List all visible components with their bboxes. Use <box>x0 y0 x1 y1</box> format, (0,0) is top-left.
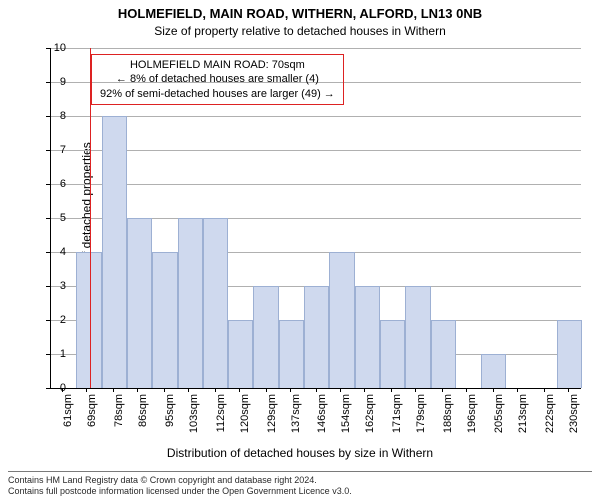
x-tick-label: 86sqm <box>137 394 149 444</box>
x-tick-label: 213sqm <box>517 394 529 444</box>
histogram-bar <box>102 116 127 388</box>
histogram-bar <box>304 286 329 388</box>
x-tick-mark <box>188 388 189 392</box>
x-tick-mark <box>239 388 240 392</box>
annotation-box: HOLMEFIELD MAIN ROAD: 70sqm ← 8% of deta… <box>91 54 344 105</box>
property-size-histogram: HOLMEFIELD, MAIN ROAD, WITHERN, ALFORD, … <box>0 0 600 500</box>
histogram-bar <box>152 252 177 388</box>
footer-line-2: Contains full postcode information licen… <box>8 486 592 497</box>
x-tick-label: 222sqm <box>544 394 556 444</box>
x-tick-mark <box>517 388 518 392</box>
footer-attribution: Contains HM Land Registry data © Crown c… <box>8 471 592 498</box>
y-tick-mark <box>46 252 50 253</box>
x-tick-mark <box>290 388 291 392</box>
x-tick-label: 146sqm <box>316 394 328 444</box>
x-tick-label: 69sqm <box>86 394 98 444</box>
x-tick-mark <box>137 388 138 392</box>
annotation-line-2: ← 8% of detached houses are smaller (4) <box>100 72 335 86</box>
x-tick-label: 196sqm <box>466 394 478 444</box>
x-tick-mark <box>86 388 87 392</box>
x-tick-label: 188sqm <box>442 394 454 444</box>
gridline <box>51 184 581 185</box>
x-tick-mark <box>62 388 63 392</box>
y-tick-mark <box>46 184 50 185</box>
histogram-bar <box>557 320 582 388</box>
x-tick-label: 137sqm <box>290 394 302 444</box>
y-tick-mark <box>46 48 50 49</box>
x-tick-label: 103sqm <box>188 394 200 444</box>
histogram-bar <box>253 286 278 388</box>
gridline <box>51 48 581 49</box>
plot-area: HOLMEFIELD MAIN ROAD: 70sqm ← 8% of deta… <box>50 48 581 389</box>
x-tick-mark <box>215 388 216 392</box>
histogram-bar <box>203 218 228 388</box>
histogram-bar <box>481 354 506 388</box>
y-tick-mark <box>46 354 50 355</box>
chart-title-main: HOLMEFIELD, MAIN ROAD, WITHERN, ALFORD, … <box>0 6 600 21</box>
annotation-line-1: HOLMEFIELD MAIN ROAD: 70sqm <box>100 58 335 72</box>
y-tick-mark <box>46 320 50 321</box>
histogram-bar <box>228 320 253 388</box>
x-tick-label: 171sqm <box>391 394 403 444</box>
x-axis-label: Distribution of detached houses by size … <box>0 446 600 460</box>
x-tick-label: 61sqm <box>62 394 74 444</box>
x-tick-label: 205sqm <box>493 394 505 444</box>
annotation-line-3: 92% of semi-detached houses are larger (… <box>100 87 335 101</box>
x-tick-label: 162sqm <box>364 394 376 444</box>
histogram-bar <box>355 286 380 388</box>
x-tick-mark <box>364 388 365 392</box>
histogram-bar <box>329 252 354 388</box>
y-tick-mark <box>46 286 50 287</box>
histogram-bar <box>405 286 430 388</box>
x-tick-label: 154sqm <box>340 394 352 444</box>
histogram-bar <box>279 320 304 388</box>
x-tick-mark <box>493 388 494 392</box>
x-tick-mark <box>391 388 392 392</box>
x-tick-mark <box>544 388 545 392</box>
histogram-bar <box>127 218 152 388</box>
y-tick-mark <box>46 218 50 219</box>
x-tick-mark <box>316 388 317 392</box>
y-tick-mark <box>46 388 50 389</box>
y-tick-mark <box>46 150 50 151</box>
x-tick-label: 230sqm <box>568 394 580 444</box>
x-tick-label: 120sqm <box>239 394 251 444</box>
x-tick-mark <box>164 388 165 392</box>
histogram-bar <box>178 218 203 388</box>
chart-title-sub: Size of property relative to detached ho… <box>0 24 600 38</box>
x-tick-label: 179sqm <box>415 394 427 444</box>
histogram-bar <box>380 320 405 388</box>
x-tick-mark <box>568 388 569 392</box>
histogram-bar <box>431 320 456 388</box>
x-tick-mark <box>340 388 341 392</box>
y-tick-mark <box>46 116 50 117</box>
x-tick-label: 95sqm <box>164 394 176 444</box>
gridline <box>51 150 581 151</box>
x-tick-mark <box>415 388 416 392</box>
x-tick-mark <box>266 388 267 392</box>
y-tick-mark <box>46 82 50 83</box>
x-tick-label: 129sqm <box>266 394 278 444</box>
x-tick-label: 112sqm <box>215 394 227 444</box>
x-tick-mark <box>113 388 114 392</box>
x-tick-mark <box>466 388 467 392</box>
gridline <box>51 116 581 117</box>
footer-line-1: Contains HM Land Registry data © Crown c… <box>8 475 592 486</box>
x-tick-mark <box>442 388 443 392</box>
x-tick-label: 78sqm <box>113 394 125 444</box>
